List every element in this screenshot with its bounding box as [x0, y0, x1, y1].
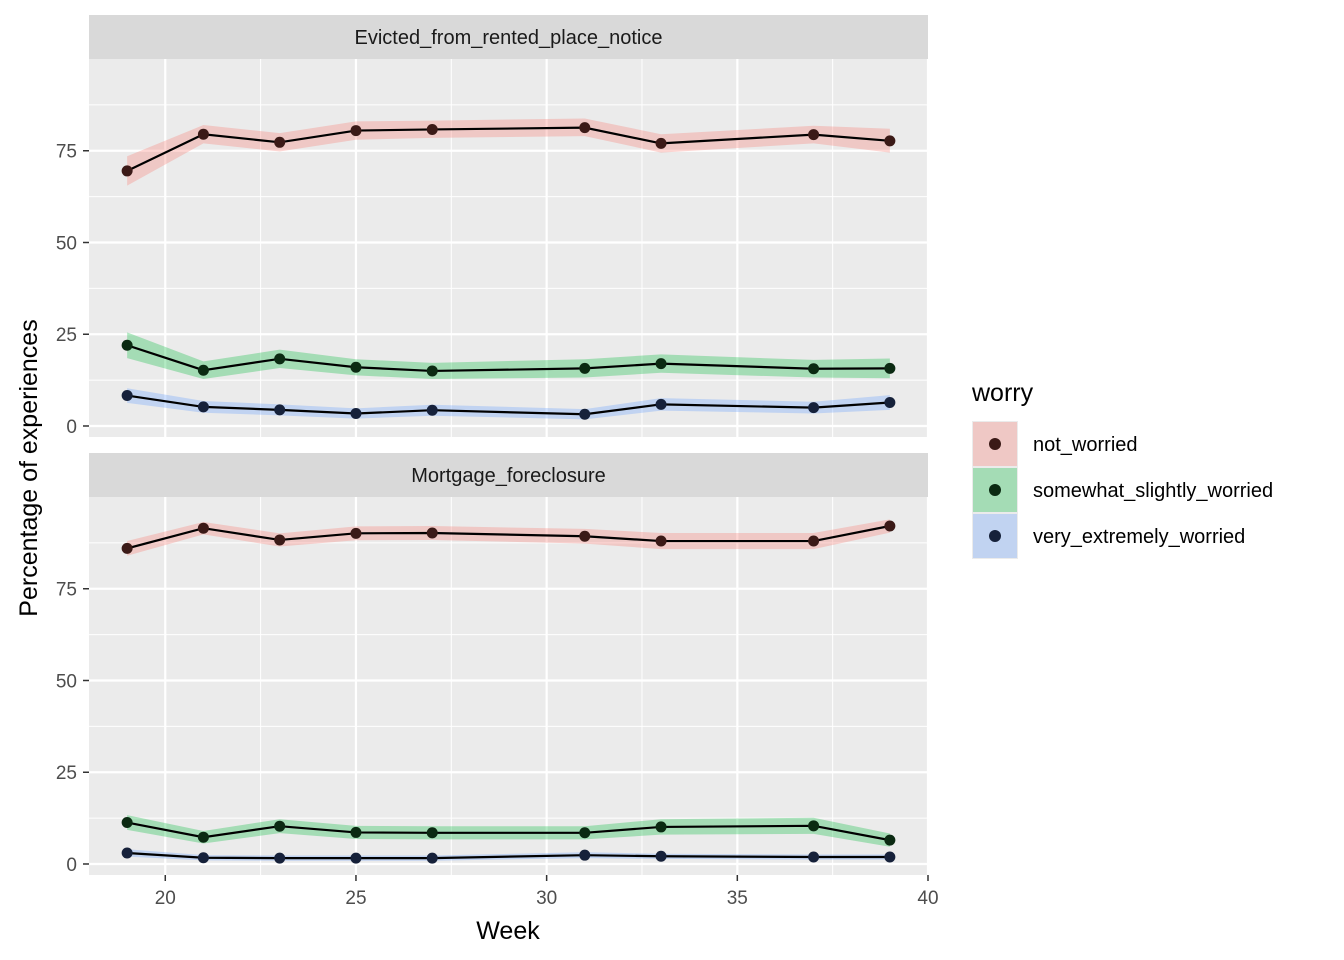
- point-somewhat_slightly_worried: [350, 361, 362, 373]
- panel-background: [89, 59, 928, 437]
- point-somewhat_slightly_worried: [426, 365, 438, 377]
- point-somewhat_slightly_worried: [121, 339, 133, 351]
- x-tick-label: 40: [917, 888, 938, 909]
- point-not_worried: [121, 165, 133, 177]
- x-tick-label: 20: [155, 888, 176, 909]
- point-somewhat_slightly_worried: [197, 364, 209, 376]
- ribbon-not_worried: [127, 519, 890, 556]
- ribbon-not_worried: [127, 118, 890, 186]
- y-tick-label: 50: [56, 671, 77, 692]
- point-somewhat_slightly_worried: [808, 820, 820, 832]
- point-not_worried: [426, 123, 438, 135]
- facet-strip-label: Evicted_from_rented_place_notice: [355, 27, 663, 49]
- point-somewhat_slightly_worried: [808, 363, 820, 375]
- point-somewhat_slightly_worried: [197, 831, 209, 843]
- point-very_extremely_worried: [274, 852, 286, 864]
- ribbon-somewhat_slightly_worried: [127, 815, 890, 847]
- point-very_extremely_worried: [274, 404, 286, 416]
- point-very_extremely_worried: [579, 849, 591, 861]
- x-tick-label: 30: [536, 888, 557, 909]
- legend: worry not_worried somewhat_slightly_worri…: [971, 379, 1273, 559]
- point-somewhat_slightly_worried: [274, 353, 286, 365]
- facet-panels: Evicted_from_rented_place_notice0255075M…: [56, 15, 930, 876]
- x-axis: 20 25 30 35 40: [155, 875, 939, 909]
- legend-item-somewhat_slightly_worried: somewhat_slightly_worried: [972, 467, 1273, 513]
- point-somewhat_slightly_worried: [884, 834, 896, 846]
- point-somewhat_slightly_worried: [121, 817, 133, 829]
- point-somewhat_slightly_worried: [655, 821, 667, 833]
- x-axis-title: Week: [476, 917, 540, 945]
- point-not_worried: [579, 122, 591, 134]
- point-not_worried: [884, 135, 896, 147]
- point-very_extremely_worried: [197, 852, 209, 864]
- point-very_extremely_worried: [350, 408, 362, 420]
- point-very_extremely_worried: [579, 408, 591, 420]
- point-somewhat_slightly_worried: [884, 362, 896, 374]
- point-not_worried: [197, 522, 209, 534]
- point-somewhat_slightly_worried: [426, 827, 438, 839]
- point-not_worried: [350, 527, 362, 539]
- point-very_extremely_worried: [121, 847, 133, 859]
- y-tick-label: 0: [66, 417, 77, 438]
- point-very_extremely_worried: [655, 850, 667, 862]
- point-very_extremely_worried: [426, 404, 438, 416]
- point-not_worried: [884, 520, 896, 532]
- point-not_worried: [350, 125, 362, 137]
- point-not_worried: [808, 535, 820, 547]
- point-somewhat_slightly_worried: [579, 362, 591, 374]
- point-very_extremely_worried: [808, 402, 820, 414]
- panel-background: [89, 497, 928, 875]
- point-not_worried: [579, 530, 591, 542]
- y-tick-label: 50: [56, 233, 77, 254]
- facet-strip: [89, 453, 928, 497]
- point-very_extremely_worried: [655, 398, 667, 410]
- gridlines: [89, 59, 930, 437]
- y-axis: 0 25 50 75: [56, 580, 89, 876]
- legend-key-point: [989, 530, 1001, 542]
- facet-panel: Evicted_from_rented_place_notice 0 25 50 75: [56, 15, 930, 438]
- x-tick-label: 35: [727, 888, 748, 909]
- point-not_worried: [274, 136, 286, 148]
- facet-panel: Mortgage_foreclosure 0 25 50 75: [56, 453, 930, 876]
- point-not_worried: [197, 128, 209, 140]
- legend-item-very_extremely_worried: very_extremely_worried: [972, 513, 1245, 559]
- point-very_extremely_worried: [884, 851, 896, 863]
- legend-label: somewhat_slightly_worried: [1033, 480, 1273, 502]
- y-tick-label: 0: [66, 855, 77, 876]
- point-not_worried: [655, 137, 667, 149]
- x-tick-label: 25: [345, 888, 366, 909]
- gridlines: [89, 497, 930, 875]
- point-somewhat_slightly_worried: [274, 820, 286, 832]
- facet-strip-label: Mortgage_foreclosure: [411, 465, 606, 487]
- legend-key-point: [989, 438, 1001, 450]
- y-tick-label: 25: [56, 325, 77, 346]
- facet-strip: [89, 15, 928, 59]
- point-not_worried: [274, 534, 286, 546]
- point-very_extremely_worried: [350, 852, 362, 864]
- point-very_extremely_worried: [426, 852, 438, 864]
- legend-title: worry: [971, 379, 1034, 407]
- point-not_worried: [808, 129, 820, 141]
- point-very_extremely_worried: [808, 851, 820, 863]
- y-axis-title: Percentage of experiences: [15, 319, 43, 616]
- ribbon-somewhat_slightly_worried: [127, 332, 890, 380]
- point-very_extremely_worried: [197, 401, 209, 413]
- y-tick-label: 75: [56, 142, 77, 163]
- point-somewhat_slightly_worried: [579, 827, 591, 839]
- point-not_worried: [655, 535, 667, 547]
- point-not_worried: [121, 542, 133, 554]
- legend-item-not_worried: not_worried: [972, 421, 1138, 467]
- legend-key-point: [989, 484, 1001, 496]
- y-tick-label: 75: [56, 580, 77, 601]
- y-axis: 0 25 50 75: [56, 142, 89, 438]
- y-tick-label: 25: [56, 763, 77, 784]
- point-not_worried: [426, 527, 438, 539]
- point-somewhat_slightly_worried: [350, 826, 362, 838]
- point-very_extremely_worried: [121, 390, 133, 402]
- legend-label: not_worried: [1033, 434, 1138, 456]
- legend-label: very_extremely_worried: [1033, 526, 1245, 548]
- point-very_extremely_worried: [884, 397, 896, 409]
- point-somewhat_slightly_worried: [655, 358, 667, 370]
